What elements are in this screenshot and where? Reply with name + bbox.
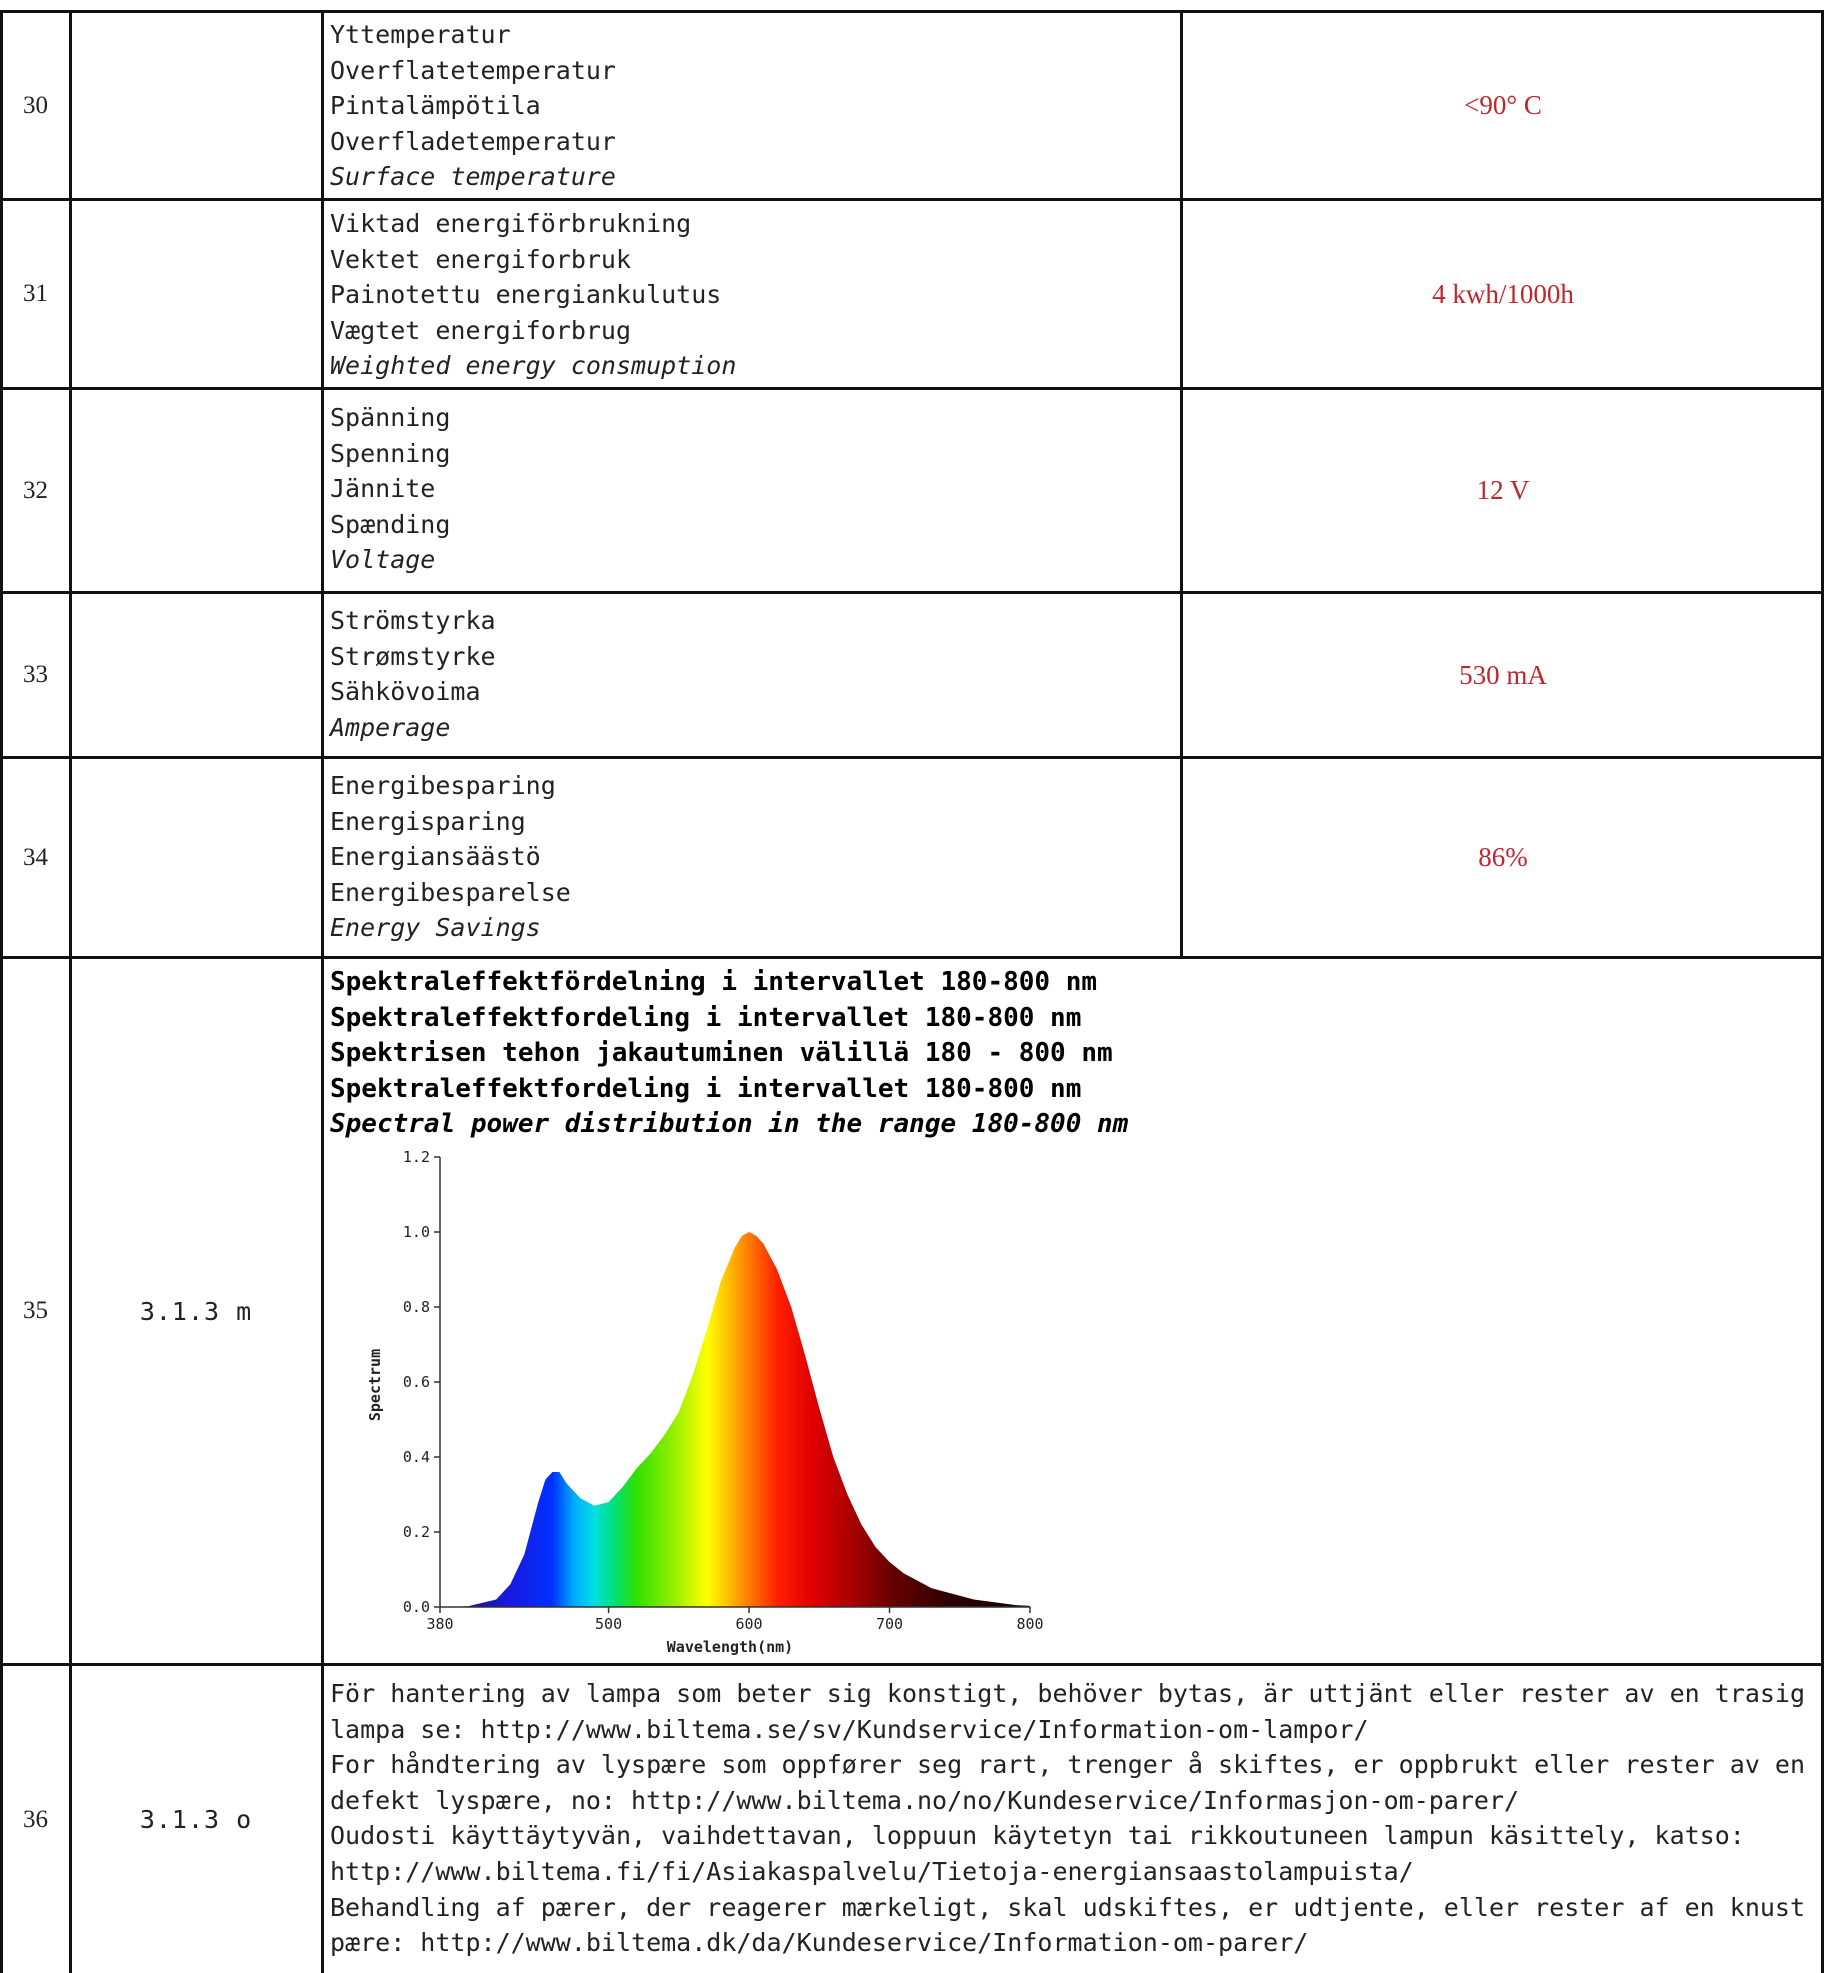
table-border xyxy=(0,956,1824,959)
label-english: Surface temperature xyxy=(330,162,616,192)
y-tick-label: 0.4 xyxy=(403,1448,430,1466)
label-line: Overflatetemperatur xyxy=(330,55,616,85)
label-line: Spänning xyxy=(330,403,451,432)
row-label: Spänning Spenning Jännite Spænding Volta… xyxy=(330,386,1180,586)
heading-line: Spektraleffektfordeling i intervallet 18… xyxy=(330,1002,1082,1033)
row-value: 4 kwh/1000h xyxy=(1432,278,1574,309)
x-tick-label: 380 xyxy=(426,1615,453,1633)
note-line: Behandling af pærer, der reagerer mærkel… xyxy=(330,1892,1806,1922)
table-border xyxy=(1821,10,1824,1973)
x-tick-label: 700 xyxy=(876,1615,903,1633)
label-english: Voltage xyxy=(330,545,436,575)
label-line: Energibesparelse xyxy=(330,877,571,907)
table-border xyxy=(0,591,1824,594)
note-line: Oudosti käyttäytyvän, vaihdettavan, lopp… xyxy=(330,1821,1745,1851)
row-reference xyxy=(72,201,320,387)
row-value: 12 V xyxy=(1476,475,1530,505)
row-label: Yttemperatur Overflatetemperatur Pintalä… xyxy=(330,3,1180,193)
spectrum-area xyxy=(440,1232,1030,1607)
table-border xyxy=(1180,10,1183,956)
note-line: För hantering av lampa som beter sig kon… xyxy=(330,1679,1806,1708)
row-reference xyxy=(72,594,320,756)
row-reference xyxy=(72,759,320,956)
row-reference xyxy=(72,13,320,198)
table-border xyxy=(321,10,324,1973)
table-border xyxy=(0,387,1824,390)
row-label: Energibesparing Energisparing Energiansä… xyxy=(330,754,1180,954)
row-number: 36 xyxy=(23,1805,48,1833)
table-border xyxy=(0,10,1824,13)
row-label: Strömstyrka Strømstyrke Sähkövoima Amper… xyxy=(330,589,1180,749)
row-number: 31 xyxy=(23,280,48,307)
row-label: Viktad energiförbrukning Vektet energifo… xyxy=(330,192,1180,382)
table-border xyxy=(69,10,72,1973)
x-tick-label: 500 xyxy=(595,1615,622,1633)
y-tick-label: 1.0 xyxy=(403,1223,430,1241)
label-line: Painotettu energiankulutus xyxy=(330,280,722,310)
chart-axes: 0.0 0.2 0.4 0.6 0.8 1.0 1.2 380 500 600 700 800 xyxy=(403,1148,1044,1633)
row-value: 86% xyxy=(1478,842,1528,872)
row-reference xyxy=(72,390,320,591)
label-english: Energy Savings xyxy=(330,913,541,943)
x-axis-label: Wavelength(nm) xyxy=(667,1638,793,1656)
row-number: 35 xyxy=(23,1297,48,1324)
heading-line: Spektraleffektfördelning i intervallet 1… xyxy=(330,967,1098,997)
label-line: Vægtet energiforbrug xyxy=(330,315,632,345)
y-tick-label: 0.0 xyxy=(403,1598,430,1616)
table-border xyxy=(0,1663,1824,1666)
heading-line: Spektraleffektfordeling i intervallet 18… xyxy=(330,1073,1082,1104)
label-line: Energiansäästö xyxy=(330,842,541,872)
label-line: Pintalämpötila xyxy=(330,91,541,121)
note-line: For håndtering av lyspære som oppfører s… xyxy=(330,1750,1806,1780)
row-number: 34 xyxy=(23,843,48,871)
label-line: Overfladetemperatur xyxy=(330,126,616,156)
label-line: Energisparing xyxy=(330,806,526,836)
note-line: lampa se: http://www.biltema.se/sv/Kunds… xyxy=(330,1714,1369,1744)
row-value: <90° C xyxy=(1464,90,1542,120)
spectral-heading: Spektraleffektfördelning i intervallet 1… xyxy=(330,959,1810,1139)
y-tick-label: 0.8 xyxy=(403,1298,430,1316)
row-number: 32 xyxy=(23,476,48,504)
y-axis-label: Spectrum xyxy=(366,1349,384,1421)
x-tick-label: 800 xyxy=(1016,1615,1043,1633)
row-number: 33 xyxy=(23,661,48,688)
note-line: defekt lyspære, no: http://www.biltema.n… xyxy=(330,1785,1520,1815)
y-tick-label: 0.2 xyxy=(403,1523,430,1541)
label-line: Energibesparing xyxy=(330,771,556,800)
label-line: Viktad energiförbrukning xyxy=(330,209,692,238)
heading-line: Spektrisen tehon jakautuminen välillä 18… xyxy=(330,1038,1113,1069)
label-english: Weighted energy consmuption xyxy=(330,351,737,381)
row-reference: 3.1.3 m xyxy=(139,1296,253,1326)
row-number: 30 xyxy=(23,91,48,119)
label-english: Amperage xyxy=(330,712,451,742)
spectrum-chart: 0.0 0.2 0.4 0.6 0.8 1.0 1.2 380 500 600 700 800 Wav… xyxy=(366,1148,1044,1656)
label-line: Yttemperatur xyxy=(330,20,511,49)
y-tick-label: 0.6 xyxy=(403,1373,430,1391)
heading-english: Spectral power distribution in the range… xyxy=(330,1109,1129,1140)
label-line: Sähkövoima xyxy=(330,677,481,707)
note-line: pære: http://www.biltema.dk/da/Kundeserv… xyxy=(330,1928,1309,1958)
label-line: Strömstyrka xyxy=(330,606,496,635)
label-line: Jännite xyxy=(330,474,436,504)
note-line: http://www.biltema.fi/fi/Asiakaspalvelu/… xyxy=(330,1856,1414,1886)
label-line: Spænding xyxy=(330,509,451,539)
row-reference: 3.1.3 o xyxy=(139,1805,253,1834)
label-line: Strømstyrke xyxy=(330,641,496,671)
row-value: 530 mA xyxy=(1459,659,1547,690)
table-border xyxy=(0,198,1824,201)
label-line: Spenning xyxy=(330,438,451,468)
table-border xyxy=(0,10,3,1973)
table-border xyxy=(0,756,1824,759)
x-tick-label: 600 xyxy=(736,1615,763,1633)
label-line: Vektet energiforbruk xyxy=(330,244,632,274)
disposal-note: För hantering av lampa som beter sig kon… xyxy=(330,1666,1820,1973)
y-tick-label: 1.2 xyxy=(403,1148,430,1166)
